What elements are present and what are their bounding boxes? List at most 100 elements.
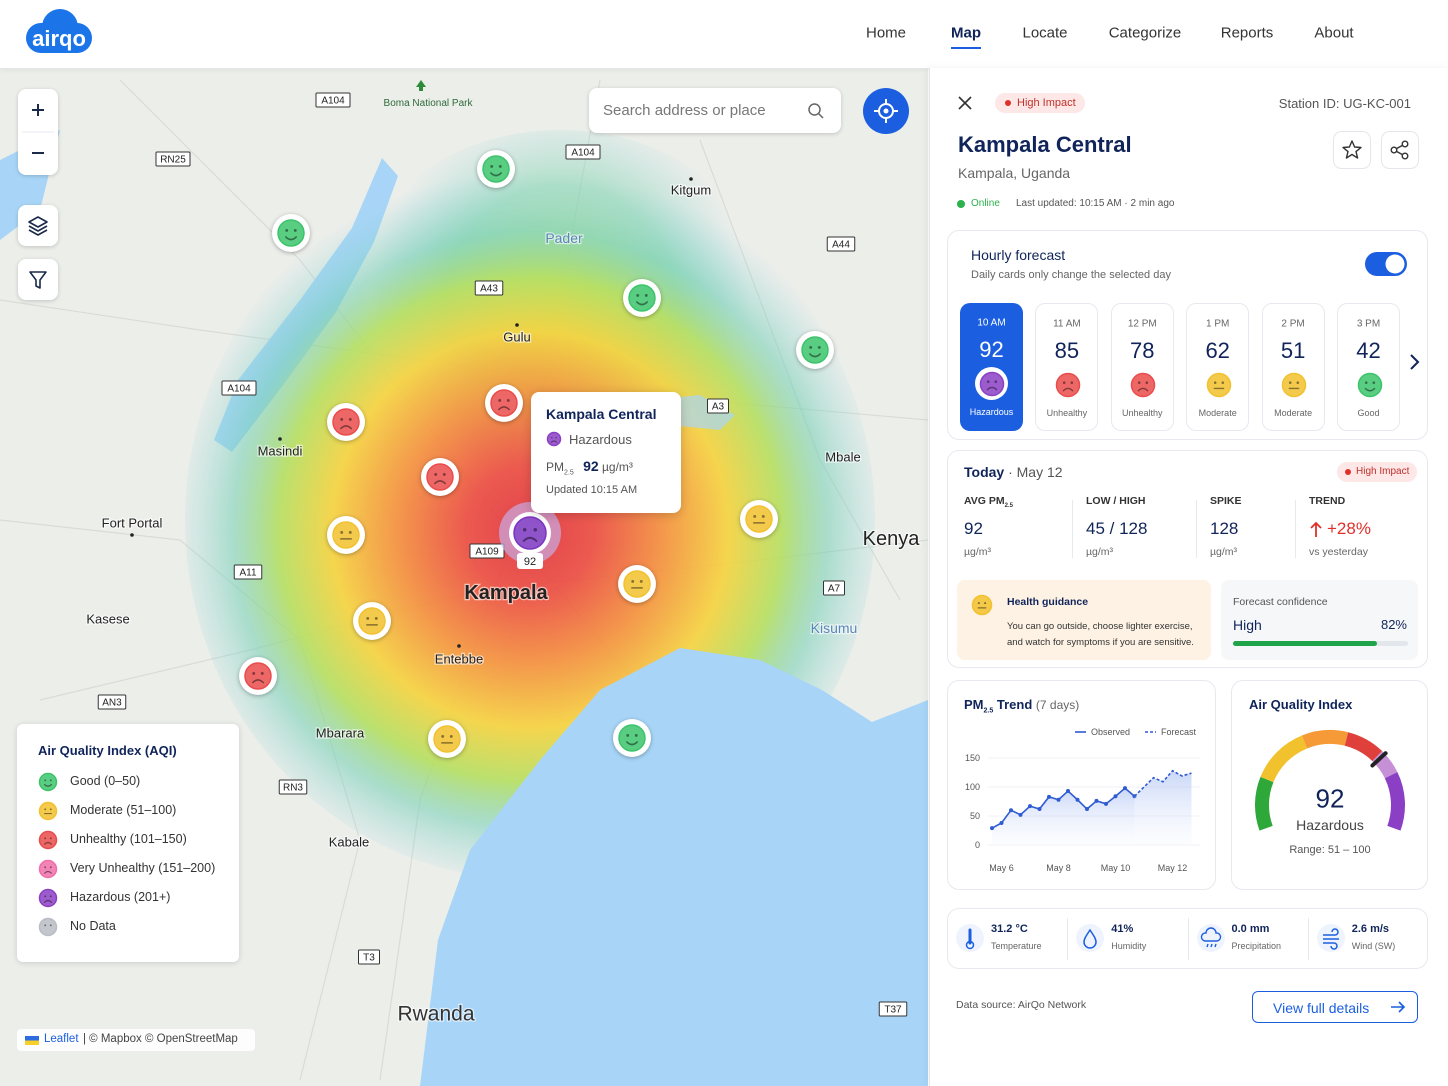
forecast-day-card[interactable]: 1 PM 62 Moderate xyxy=(1186,303,1250,431)
face-eye xyxy=(555,436,557,439)
forecast-day-card[interactable]: 11 AM 85 Unhealthy xyxy=(1035,303,1099,431)
station-marker[interactable] xyxy=(740,500,778,538)
face-eye xyxy=(366,616,370,620)
station-marker[interactable] xyxy=(485,384,523,422)
search-box[interactable]: Search address or place xyxy=(589,88,841,133)
button-label: View full details xyxy=(1273,1000,1370,1016)
card-time: 10 AM xyxy=(977,317,1006,329)
station-marker[interactable] xyxy=(239,657,277,695)
forecast-day-card[interactable]: 12 PM 78 Unhealthy xyxy=(1110,303,1174,431)
face xyxy=(38,801,58,821)
place-label: Fort Portal xyxy=(102,516,163,531)
face xyxy=(38,859,58,879)
marker-label-bg xyxy=(517,553,543,569)
face xyxy=(482,155,510,183)
face-eye xyxy=(1221,380,1224,384)
metric: PM xyxy=(546,460,564,474)
face-eye xyxy=(498,398,502,402)
nav-link[interactable]: Home xyxy=(865,24,907,42)
face-mouth xyxy=(626,741,638,746)
details-button[interactable]: View full details xyxy=(1252,991,1418,1023)
forecast-day-card[interactable]: 3 PM 42 Good xyxy=(1337,303,1400,431)
station-marker[interactable] xyxy=(796,331,834,369)
forecast-day-card[interactable]: 2 PM 51 Moderate xyxy=(1261,303,1325,431)
legend-label: Good (0–50) xyxy=(70,774,141,788)
card-time: 3 PM xyxy=(1356,318,1381,330)
face-mouth xyxy=(636,301,648,306)
face xyxy=(277,219,305,247)
aqi-icon xyxy=(546,431,562,447)
nav-link[interactable]: Reports xyxy=(1220,24,1274,42)
card-label: Unhealthy xyxy=(1046,408,1088,418)
card-time: 2 PM xyxy=(1281,318,1305,330)
face-mouth xyxy=(490,172,502,177)
aqi-icon xyxy=(38,772,58,792)
face-eye xyxy=(44,837,47,840)
face xyxy=(745,505,773,533)
nav-link[interactable]: About xyxy=(1314,24,1354,42)
station-marker[interactable] xyxy=(613,719,651,757)
place-label: Kasese xyxy=(86,612,129,627)
face-mouth xyxy=(252,679,264,684)
filter-button[interactable] xyxy=(18,259,58,300)
map[interactable]: Boma National Park Kitgum Pader Gulu Masindi… xyxy=(0,68,928,1086)
station-marker[interactable] xyxy=(327,403,365,441)
selected-marker[interactable]: 92 xyxy=(499,502,561,569)
place-label: Mbale xyxy=(825,450,860,465)
road-shield xyxy=(878,1001,908,1017)
place-label: Mbarara xyxy=(316,726,365,741)
zoom-icons[interactable] xyxy=(18,89,58,175)
forecast-day-card[interactable]: 10 AM 92 Hazardous xyxy=(960,303,1023,431)
road-shield xyxy=(221,380,257,396)
station-marker[interactable] xyxy=(421,458,459,496)
face-eye xyxy=(639,579,643,583)
station-marker[interactable] xyxy=(428,720,466,758)
face-eye xyxy=(498,164,502,168)
place-dot xyxy=(130,533,134,537)
card-time: 12 PM xyxy=(1127,318,1157,330)
face-eye xyxy=(533,528,538,532)
face-eye xyxy=(994,379,997,383)
card-label: Hazardous xyxy=(969,407,1014,417)
card-time: 11 AM xyxy=(1053,318,1081,330)
station-marker[interactable] xyxy=(623,279,661,317)
face-mouth xyxy=(1364,387,1375,391)
layers-button[interactable] xyxy=(18,205,58,246)
station-marker[interactable] xyxy=(327,516,365,554)
face xyxy=(38,772,58,792)
face-eye xyxy=(260,671,264,675)
road-shield xyxy=(97,694,127,710)
face-eye xyxy=(551,436,553,439)
legend-title: Air Quality Index (AQI) xyxy=(38,743,177,758)
attribution-credits: | © Mapbox © OpenStreetMap xyxy=(83,1033,238,1045)
face-mouth xyxy=(522,536,538,542)
nav-link[interactable]: Locate xyxy=(1022,24,1068,42)
nav-link[interactable]: Categorize xyxy=(1108,24,1182,42)
map-popup: Kampala Central Hazardous PM2.5 92 µg/m³… xyxy=(531,392,681,513)
face-eye xyxy=(986,379,989,383)
station-marker[interactable] xyxy=(353,602,391,640)
logo[interactable]: airqo xyxy=(24,5,94,55)
place-dot xyxy=(689,177,693,181)
card-value: 62 xyxy=(1205,338,1230,363)
face-eye xyxy=(1070,380,1073,384)
face xyxy=(979,371,1004,396)
face-eye xyxy=(434,472,438,476)
locate-button[interactable] xyxy=(861,86,911,136)
station-marker[interactable] xyxy=(477,150,515,188)
attribution-link[interactable]: Leaflet xyxy=(44,1033,79,1045)
aqi-icon xyxy=(38,859,58,879)
road-label: A43 xyxy=(480,284,498,295)
park-label: Boma National Park xyxy=(384,98,474,109)
station-marker[interactable] xyxy=(272,214,310,252)
face-eye xyxy=(1213,380,1217,384)
station-marker[interactable] xyxy=(618,565,656,603)
lake-victoria xyxy=(420,648,928,1086)
road-label: T3 xyxy=(363,953,375,964)
aqi-icon xyxy=(38,830,58,850)
road-shield xyxy=(823,580,845,596)
face-eye xyxy=(44,808,47,811)
place-label: Entebbe xyxy=(435,652,483,667)
road-label: AN3 xyxy=(102,698,122,709)
nav-link[interactable]: Map xyxy=(951,24,981,42)
